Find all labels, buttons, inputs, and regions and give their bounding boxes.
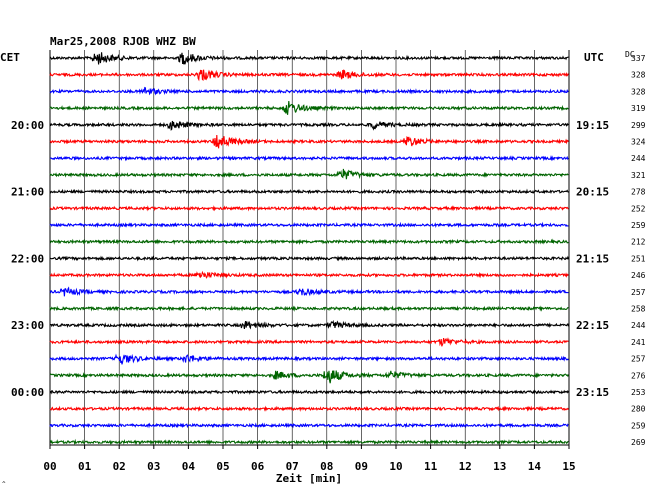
x-tick-label: 03 <box>147 460 160 473</box>
dc-offset-label: 337 <box>631 54 646 63</box>
trace-1 <box>49 69 569 82</box>
trace-8 <box>49 188 569 195</box>
chart-title: Mar25,2008 RJOB WHZ BW <box>50 35 196 48</box>
trace-13 <box>49 270 569 279</box>
trace-3 <box>49 101 569 115</box>
x-tick-label: 00 <box>43 460 56 473</box>
trace-4 <box>49 120 569 131</box>
dc-header: DC <box>625 50 635 59</box>
trace-5 <box>49 134 569 149</box>
right-zone-label: UTC <box>584 51 604 64</box>
trace-6 <box>49 155 569 162</box>
x-tick-label: 13 <box>493 460 506 473</box>
right-time-label: 22:15 <box>576 319 609 332</box>
dc-offset-label: 278 <box>631 188 646 197</box>
dc-offset-label: 258 <box>631 305 646 314</box>
x-tick-label: 08 <box>320 460 333 473</box>
dc-offset-label: 328 <box>631 87 646 96</box>
trace-2 <box>49 86 569 96</box>
right-time-label: 19:15 <box>576 119 609 132</box>
left-time-label: 00:00 <box>11 386 44 399</box>
left-time-label: 22:00 <box>11 252 44 265</box>
x-tick-label: 09 <box>355 460 368 473</box>
trace-12 <box>49 255 569 262</box>
labels: 20:00 21:00 22:00 23:00 00:00 19:15 20:15 21:15… <box>11 54 646 447</box>
x-tick-label: 01 <box>78 460 92 473</box>
x-tick-label: 15 <box>562 460 575 473</box>
dc-offset-label: 299 <box>631 121 646 130</box>
x-tick-label: 05 <box>216 460 229 473</box>
dc-offset-label: 259 <box>631 421 646 430</box>
trace-18 <box>49 353 569 365</box>
corner-mark: ^ <box>2 481 6 488</box>
trace-7 <box>49 168 569 180</box>
left-time-label: 23:00 <box>11 319 44 332</box>
x-axis-label: Zeit [min] <box>276 472 342 485</box>
dc-offset-label: 321 <box>631 171 646 180</box>
x-tick-label: 07 <box>286 460 299 473</box>
left-time-label: 20:00 <box>11 119 44 132</box>
x-tick-label: 10 <box>389 460 402 473</box>
x-tick-label: 14 <box>528 460 542 473</box>
trace-17 <box>49 337 569 347</box>
dc-offset-label: 280 <box>631 405 646 414</box>
dc-offset-label: 212 <box>631 238 646 247</box>
x-axis: 00 01 02 03 04 05 06 07 08 09 10 11 12 13 14 15 <box>43 445 576 473</box>
trace-20 <box>49 388 569 395</box>
dc-offset-label: 257 <box>631 355 646 364</box>
dc-offset-label: 253 <box>631 388 646 397</box>
dc-offset-label: 328 <box>631 71 646 80</box>
trace-19 <box>49 370 569 384</box>
trace-15 <box>49 305 569 312</box>
dc-offset-label: 251 <box>631 254 646 263</box>
left-zone-label: CET <box>0 51 20 64</box>
dc-offset-label: 252 <box>631 204 646 213</box>
dc-offset-label: 259 <box>631 221 646 230</box>
left-time-label: 21:00 <box>11 186 44 199</box>
trace-22 <box>49 422 569 429</box>
trace-14 <box>49 286 569 297</box>
dc-offset-label: 257 <box>631 288 646 297</box>
right-time-label: 20:15 <box>576 186 609 199</box>
right-time-label: 21:15 <box>576 252 609 265</box>
trace-0 <box>49 52 569 65</box>
dc-offset-label: 244 <box>631 154 646 163</box>
x-tick-label: 12 <box>459 460 472 473</box>
trace-21 <box>49 405 569 412</box>
trace-9 <box>49 205 569 212</box>
traces <box>49 52 569 446</box>
grid <box>49 50 570 446</box>
dc-offset-label: 244 <box>631 321 646 330</box>
x-tick-label: 02 <box>113 460 126 473</box>
x-tick-label: 04 <box>182 460 196 473</box>
dc-offset-label: 319 <box>631 104 646 113</box>
dc-offset-label: 269 <box>631 438 646 447</box>
trace-10 <box>49 221 569 229</box>
x-tick-label: 11 <box>424 460 438 473</box>
dc-offset-label: 246 <box>631 271 646 280</box>
trace-11 <box>49 238 569 245</box>
trace-16 <box>49 319 569 330</box>
dc-offset-label: 241 <box>631 338 646 347</box>
trace-23 <box>49 438 569 446</box>
dc-offset-label: 324 <box>631 138 646 147</box>
dc-offset-label: 276 <box>631 371 646 380</box>
x-tick-label: 06 <box>251 460 265 473</box>
right-time-label: 23:15 <box>576 386 609 399</box>
